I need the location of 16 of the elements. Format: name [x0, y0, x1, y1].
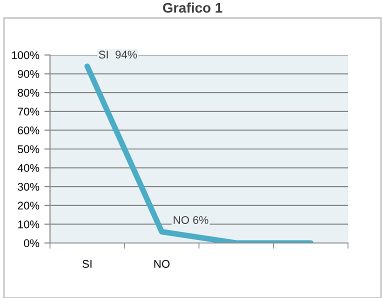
data-label: NO 6% [174, 216, 208, 224]
data-label: SI 94% [98, 50, 137, 59]
y-tick-label: 30% [18, 182, 40, 191]
y-tick-label: 20% [18, 202, 40, 210]
y-tick-label: 10% [18, 220, 40, 228]
y-tick-label: 50% [18, 145, 40, 154]
y-tick-label: 60% [18, 126, 40, 134]
y-tick-label: 70% [18, 108, 40, 116]
y-tick-label: 80% [18, 88, 40, 97]
y-tick-label: 0% [24, 239, 40, 248]
x-tick-label: NO [154, 260, 170, 268]
y-tick-label: 90% [18, 70, 40, 78]
y-tick-label: 100% [12, 51, 40, 60]
chart-title: Grafico 1 [162, 2, 222, 13]
x-tick-label: SI [82, 260, 92, 268]
y-tick-label: 40% [18, 164, 40, 172]
